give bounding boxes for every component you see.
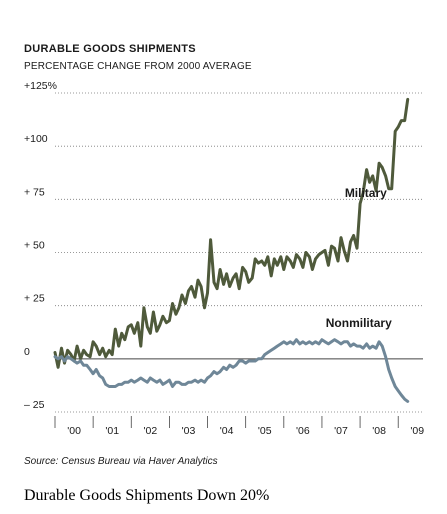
x-axis: '00 '01 '02 '03 '04 '05 '06 '07 '08 '09	[54, 416, 424, 437]
series-label-military: Military	[345, 186, 387, 200]
caption: Durable Goods Shipments Down 20%	[24, 487, 269, 504]
x-tick-label: '01	[105, 425, 119, 437]
y-tick-label: 0	[24, 346, 30, 358]
x-tick-label: '04	[220, 425, 234, 437]
y-tick-label: + 50	[24, 240, 45, 252]
series-line-nonmilitary	[53, 338, 410, 403]
y-tick-label: +100	[24, 133, 48, 145]
x-tick-label: '05	[258, 425, 272, 437]
x-tick-label: '03	[182, 425, 196, 437]
source-note: Source: Census Bureau via Haver Analytic…	[24, 456, 218, 467]
x-tick-label: '00	[67, 425, 81, 437]
y-tick-label: – 25	[24, 399, 45, 411]
series-label-nonmilitary: Nonmilitary	[326, 316, 392, 330]
x-tick-label: '07	[334, 425, 348, 437]
chart-subtitle: PERCENTAGE CHANGE FROM 2000 AVERAGE	[24, 61, 252, 72]
y-tick-label: + 75	[24, 186, 45, 198]
gridlines	[55, 92, 423, 413]
x-tick-label: '08	[372, 425, 386, 437]
y-tick-label: + 25	[24, 293, 45, 305]
x-tick-label: '09	[410, 425, 424, 437]
chart-title: DURABLE GOODS SHIPMENTS	[24, 43, 196, 55]
series-lines	[53, 97, 410, 403]
series-annotations: Military Nonmilitary	[326, 186, 392, 330]
series-line-military	[53, 97, 410, 369]
x-tick-label: '06	[296, 425, 310, 437]
y-axis: +125% +100 + 75 + 50 + 25 0 – 25	[24, 80, 57, 411]
x-tick-label: '02	[143, 425, 157, 437]
y-tick-label: +125%	[24, 80, 57, 92]
